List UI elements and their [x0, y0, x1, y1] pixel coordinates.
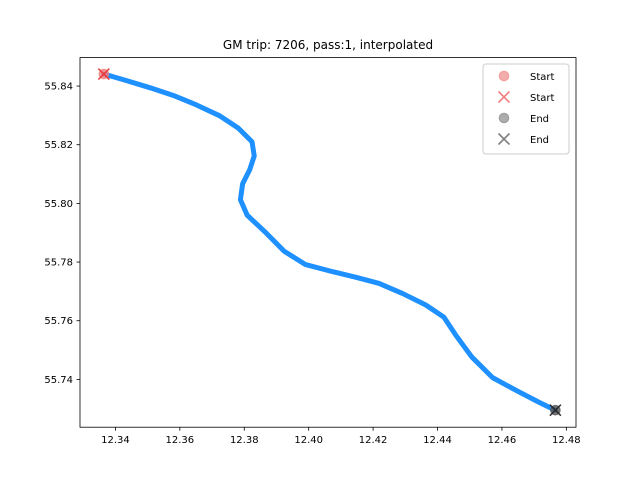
y-tick-label: 55.82	[44, 140, 73, 151]
y-tick-label: 55.76	[44, 316, 73, 327]
y-tick-label: 55.74	[44, 375, 73, 386]
trip-path-line	[101, 71, 558, 413]
legend-end-circle-icon	[498, 112, 510, 124]
axes-frame	[79, 57, 577, 428]
y-tick-label: 55.78	[44, 258, 73, 269]
legend-box	[482, 63, 570, 155]
x-tick-label: 12.46	[488, 435, 517, 446]
legend-label: End	[530, 114, 549, 125]
legend-label: Start	[530, 72, 555, 83]
x-tick-label: 12.36	[166, 435, 195, 446]
start-x-marker	[97, 67, 110, 81]
legend-start-circle-icon	[498, 70, 510, 82]
end-x-marker	[549, 404, 562, 417]
x-tick-label: 12.48	[552, 435, 581, 446]
x-tick-label: 12.34	[101, 435, 130, 446]
plot-area: 12.34 12.36 12.38 12.40 12.42 12.44 12.46 12.48…	[44, 57, 581, 446]
legend-start-x-icon	[497, 90, 511, 104]
legend-label: Start	[530, 93, 555, 104]
chart-title: GM trip: 7206, pass:1, interpolated	[223, 38, 433, 52]
legend-label: End	[530, 135, 549, 146]
x-tick-label: 12.38	[230, 435, 259, 446]
x-tick-label: 12.40	[294, 435, 323, 446]
y-tick-label: 55.84	[44, 82, 73, 93]
x-tick-label: 12.42	[359, 435, 388, 446]
y-tick-label: 55.80	[44, 199, 73, 210]
legend: Start Start End End	[482, 63, 570, 155]
x-tick-label: 12.44	[423, 435, 452, 446]
legend-end-x-icon	[497, 132, 511, 146]
